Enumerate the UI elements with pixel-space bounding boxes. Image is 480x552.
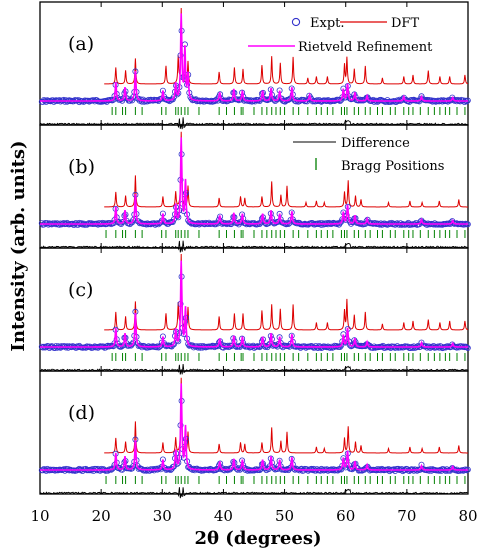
- panel-frame: [39, 247, 469, 372]
- expt-point: [349, 466, 356, 473]
- expt-point: [130, 216, 137, 223]
- difference-curve: [39, 117, 468, 130]
- expt-point: [209, 98, 216, 105]
- difference-curve: [40, 363, 468, 375]
- expt-point: [398, 221, 405, 228]
- rietveld-curve: [40, 383, 468, 471]
- x-tick-label: 50: [275, 507, 294, 525]
- bragg-ticks: [105, 230, 466, 238]
- legend-bragg-label: Bragg Positions: [341, 159, 444, 174]
- expt-point: [409, 344, 416, 351]
- x-tick-label: 80: [458, 507, 477, 525]
- legend-panel-b: Difference Bragg Positions: [293, 136, 444, 174]
- expt-points: [38, 273, 471, 352]
- expt-point: [198, 467, 205, 474]
- expt-point: [126, 97, 133, 104]
- rietveld-curve: [40, 137, 468, 225]
- panel-a: (a): [38, 1, 471, 130]
- legend-dft-label: DFT: [391, 16, 419, 31]
- panel-c: (c): [38, 247, 471, 375]
- legend-difference-label: Difference: [341, 136, 410, 151]
- expt-point: [195, 344, 202, 351]
- panel-label: (c): [68, 279, 93, 301]
- expt-point: [338, 342, 345, 349]
- dft-curve: [104, 377, 468, 454]
- panel-label: (b): [68, 156, 95, 178]
- x-tick-label: 40: [214, 507, 233, 525]
- x-tick-label: 70: [397, 507, 416, 525]
- expt-point: [169, 218, 176, 225]
- expt-point: [458, 96, 465, 103]
- expt-point: [86, 219, 93, 226]
- expt-point: [331, 342, 338, 349]
- dft-curve: [104, 7, 469, 85]
- rietveld-curve: [40, 13, 468, 102]
- expt-point: [162, 342, 169, 349]
- panels-layer: (a) (b) (c) (d): [38, 1, 471, 499]
- bragg-ticks: [111, 353, 466, 361]
- expt-point: [406, 221, 413, 228]
- expt-point: [286, 96, 293, 103]
- x-axis-title: 2θ (degrees): [195, 528, 322, 548]
- rietveld-curve: [40, 260, 468, 348]
- expt-point: [370, 344, 377, 351]
- bragg-ticks: [111, 107, 466, 115]
- expt-point: [318, 221, 325, 228]
- panel-d: (d): [38, 370, 471, 499]
- y-axis-title: Intensity (arb. units): [8, 140, 29, 351]
- x-tick-label: 60: [336, 507, 355, 525]
- expt-point: [234, 466, 241, 473]
- difference-curve: [39, 487, 468, 499]
- dft-curve: [104, 131, 468, 208]
- x-tick-label: 10: [30, 507, 49, 525]
- expt-point: [283, 221, 290, 228]
- difference-curve: [39, 240, 468, 253]
- x-tick-label: 20: [92, 507, 111, 525]
- expt-point: [442, 467, 449, 474]
- expt-point: [129, 341, 136, 348]
- expt-point: [286, 465, 293, 472]
- expt-point: [464, 344, 471, 351]
- expt-point: [290, 465, 297, 472]
- panel-frame: [39, 370, 469, 495]
- expt-point: [63, 465, 70, 472]
- panel-b: (b): [38, 124, 471, 253]
- x-tick-label: 30: [153, 507, 172, 525]
- expt-point: [56, 97, 63, 104]
- expt-point: [144, 344, 151, 351]
- expt-point: [426, 97, 433, 104]
- expt-point: [76, 219, 83, 226]
- panel-label: (d): [68, 402, 95, 424]
- legend-expt-marker: [291, 17, 301, 27]
- expt-point: [346, 95, 353, 102]
- expt-point: [257, 96, 264, 103]
- panel-label: (a): [68, 33, 94, 55]
- legend-panel-a: Expt. DFT Rietveld Refinement: [248, 16, 433, 55]
- legend-rietveld-label: Rietveld Refinement: [298, 40, 433, 55]
- expt-point: [272, 466, 279, 473]
- expt-points: [38, 397, 471, 475]
- bragg-ticks: [105, 476, 466, 484]
- dft-curve: [104, 253, 469, 331]
- x-axis: 10 20 30 40 50 60 70 80: [30, 507, 477, 525]
- legend-expt-label: Expt.: [310, 16, 345, 31]
